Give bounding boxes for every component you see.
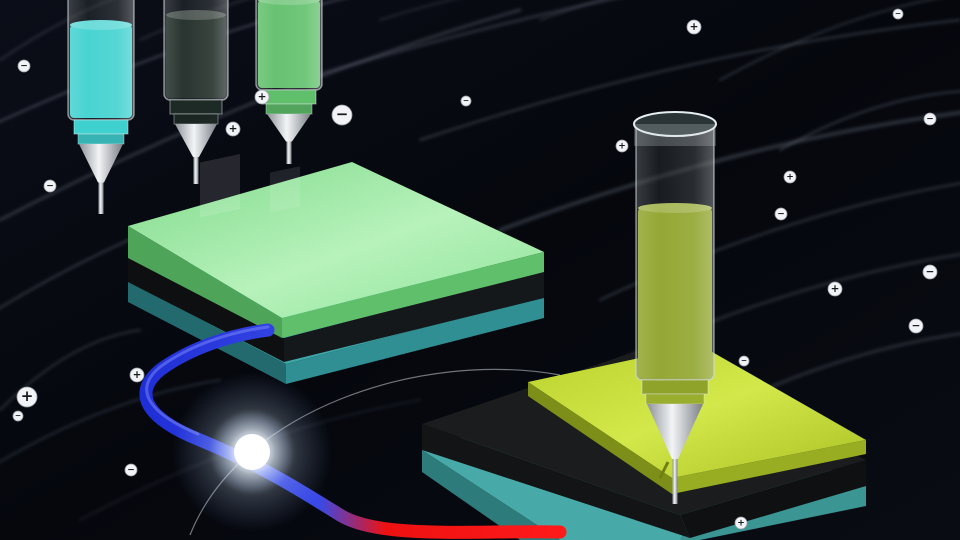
- negative-charge: −: [923, 112, 937, 126]
- charge-symbol: +: [690, 21, 699, 33]
- positive-charge: +: [734, 516, 748, 530]
- right-device-top-layer-front: [672, 440, 866, 494]
- light-emission-glow: [172, 372, 332, 532]
- green-ink-syringe: [255, 0, 323, 164]
- yellow-green-ink-syringe: [633, 111, 717, 504]
- negative-charge: −: [43, 179, 57, 193]
- motion-streak: [719, 0, 934, 81]
- syringe-group: [67, 0, 717, 504]
- charge-symbol: +: [737, 519, 745, 529]
- charge-symbol: +: [618, 142, 626, 152]
- motion-streak: [0, 379, 221, 463]
- positive-charge: +: [615, 139, 629, 153]
- negative-charge: −: [460, 95, 472, 107]
- nozzle-needle: [286, 141, 292, 164]
- black-ink-syringe: [163, 0, 229, 184]
- right-device-middle-layer-front: [680, 460, 866, 538]
- negative-charge: −: [738, 355, 750, 367]
- negative-charge: −: [774, 207, 788, 221]
- nozzle-cone: [267, 114, 311, 142]
- charge-symbol: +: [229, 123, 238, 135]
- positive-charge: +: [783, 170, 797, 184]
- charge-symbol: +: [831, 283, 840, 295]
- negative-charge: −: [892, 8, 904, 20]
- charge-symbol: −: [912, 320, 921, 332]
- nozzle-cone: [79, 144, 123, 183]
- charge-symbol: −: [926, 266, 935, 278]
- positive-charge: +: [254, 89, 270, 105]
- charge-symbol: −: [463, 96, 469, 105]
- positive-charge: +: [827, 281, 843, 297]
- charge-symbol: +: [21, 387, 34, 405]
- nozzle-needle: [98, 182, 104, 214]
- positive-charge: +: [16, 386, 38, 408]
- left-device-bottom-layer-side: [128, 282, 286, 384]
- motion-streak: [0, 329, 141, 411]
- left-device-top-layer: [128, 162, 544, 318]
- charge-symbol: +: [786, 173, 794, 183]
- charge-symbol: −: [20, 62, 28, 72]
- cyan-ink-syringe: [67, 0, 135, 214]
- charge-symbol: −: [127, 466, 135, 476]
- nozzle-needle: [193, 157, 199, 184]
- charge-symbol: +: [133, 369, 142, 381]
- charge-symbol: −: [895, 9, 901, 18]
- left-device-top-layer-side: [128, 226, 282, 338]
- motion-streak: [779, 90, 960, 151]
- negative-charge: −: [124, 463, 138, 477]
- charge-symbol: −: [926, 115, 934, 125]
- positive-charge: +: [225, 121, 241, 137]
- syringe-opening: [633, 111, 717, 137]
- motion-streak: [298, 0, 614, 82]
- motion-streak: [419, 19, 960, 141]
- left-device-middle-layer-front: [284, 270, 544, 362]
- charge-particles: +−+−−+ −−++−−+−++−−−+−: [12, 8, 938, 530]
- negative-charge: −: [17, 59, 31, 73]
- charge-symbol: −: [741, 356, 747, 365]
- right-device-bottom-layer-side: [422, 450, 560, 540]
- negative-charge: −: [331, 104, 353, 126]
- motion-streak: [0, 0, 113, 61]
- negative-charge: −: [12, 410, 24, 422]
- charge-symbol: +: [258, 91, 267, 103]
- nozzle-needle: [672, 459, 678, 504]
- right-device-middle-layer-side: [422, 424, 690, 538]
- left-device: [128, 153, 544, 384]
- nozzle-cone: [647, 404, 703, 459]
- motion-streak: [539, 0, 604, 21]
- left-device-top-layer-front: [282, 252, 544, 338]
- charge-symbol: −: [15, 411, 21, 420]
- charge-symbol: −: [336, 105, 349, 123]
- left-device-bottom-layer-front: [286, 296, 544, 384]
- charge-symbol: −: [777, 210, 785, 220]
- nozzle-cone: [175, 124, 217, 157]
- positive-charge: +: [686, 19, 702, 35]
- motion-streak: [498, 110, 960, 232]
- charge-symbol: −: [46, 182, 54, 192]
- negative-charge: −: [908, 318, 924, 334]
- negative-charge: −: [922, 264, 938, 280]
- positive-charge: +: [129, 367, 145, 383]
- motion-streak: [379, 0, 454, 21]
- right-device-top-layer-side: [528, 382, 672, 494]
- right-device: [422, 345, 866, 540]
